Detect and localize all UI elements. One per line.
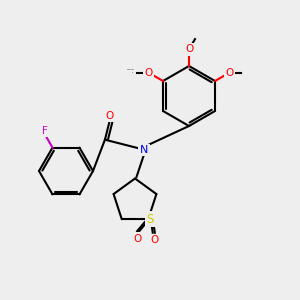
Text: O: O (225, 68, 233, 78)
Text: N: N (140, 145, 148, 155)
Text: O: O (132, 72, 133, 73)
Text: F: F (42, 126, 48, 136)
Text: O: O (134, 234, 142, 244)
Text: O: O (185, 44, 193, 55)
Text: O: O (150, 235, 158, 245)
Text: O: O (105, 111, 114, 121)
Text: S: S (146, 213, 153, 226)
Text: OMe stub: OMe stub (127, 68, 134, 70)
Text: O: O (145, 68, 153, 78)
